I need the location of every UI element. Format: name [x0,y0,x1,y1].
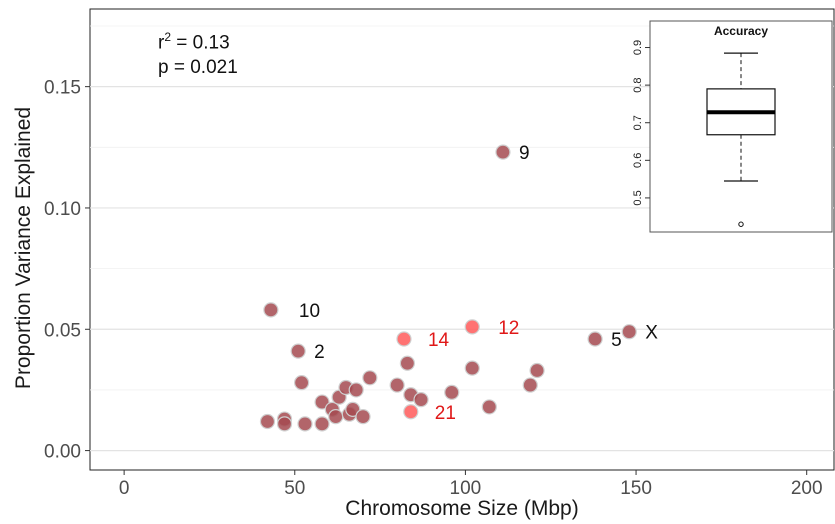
point-label: 5 [611,330,622,351]
data-point [481,399,497,415]
y-tick-label: 0.10 [44,199,81,220]
data-point [259,413,276,430]
inset-y-tick-label: 0.8 [632,77,644,92]
data-point [345,401,361,417]
inset-y-tick-label: 0.5 [632,190,644,205]
x-tick-label: 200 [791,478,823,499]
inset-title: Accuracy [714,24,768,38]
r2-value: = 0.13 [171,32,230,54]
data-point [464,319,480,335]
point-label: 2 [314,342,325,363]
y-tick-label: 0.00 [44,442,81,463]
data-point [355,409,371,425]
data-point [276,416,293,432]
point-labels: 9 10 2 12 14 5 X 21 [299,143,658,424]
data-point [263,302,279,318]
inset-y-tick-label: 0.6 [632,153,644,168]
data-point [529,362,545,379]
box-outlier [738,221,744,227]
data-point [522,377,538,393]
x-tick-labels: 0 50 100 150 200 [119,470,823,499]
y-tick-label: 0.15 [44,78,81,99]
r2-superscript: 2 [164,30,172,44]
y-axis-label: Proportion Variance Explained [12,106,35,390]
data-point [399,355,415,371]
data-point [587,331,603,347]
scatter-points [259,144,637,432]
r-squared-annotation: r2 = 0.13 [158,30,230,54]
inset-y-axis: 0.5 0.6 0.7 0.8 0.9 [632,40,650,206]
data-point [444,384,460,400]
x-tick-label: 150 [620,478,652,499]
point-label: X [645,323,658,344]
y-tick-labels: 0.00 0.05 0.10 0.15 [44,78,90,463]
data-point [396,331,412,347]
x-tick-label: 0 [119,478,130,499]
data-point [293,375,310,391]
data-point [403,404,419,420]
data-point [413,392,429,408]
inset-boxplot [706,52,776,227]
point-label: 21 [435,403,456,424]
inset-y-tick-label: 0.9 [632,40,644,55]
point-label: 9 [519,143,530,164]
data-point [348,382,364,398]
p-value-annotation: p = 0.021 [158,57,238,78]
y-tick-label: 0.05 [44,320,81,341]
data-point [328,409,344,425]
point-label: 10 [299,301,320,322]
data-point [362,370,378,386]
data-point [464,360,480,376]
x-tick-label: 50 [284,478,305,499]
point-label: 14 [428,330,450,351]
data-point [290,343,306,359]
inset-y-tick-label: 0.7 [632,115,644,130]
data-point [314,416,330,432]
data-point [495,144,511,160]
x-axis-label: Chromosome Size (Mbp) [345,497,579,520]
x-tick-label: 100 [450,478,482,499]
data-point [297,416,313,432]
r2-label: r [158,32,165,54]
data-point [389,377,405,393]
point-label: 12 [498,318,519,339]
data-point [314,394,330,410]
y-axis-label-wrap: Proportion Variance Explained [0,98,54,398]
data-point [621,324,637,340]
